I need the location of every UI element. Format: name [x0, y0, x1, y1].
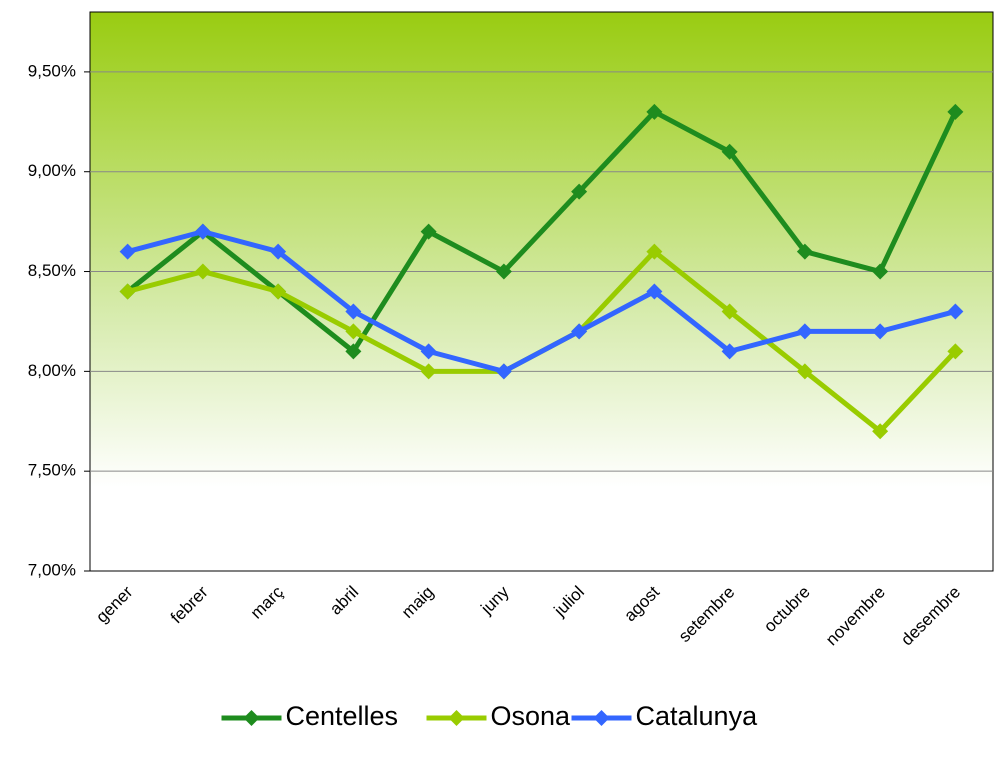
- marker: [345, 343, 362, 360]
- marker: [119, 283, 136, 300]
- marker: [270, 243, 287, 260]
- y-tick-label: 9,50%: [28, 61, 76, 80]
- y-tick-label: 7,50%: [28, 461, 76, 480]
- legend-marker: [243, 710, 260, 726]
- marker: [571, 183, 588, 200]
- marker: [646, 283, 663, 300]
- x-tick-label: agost: [620, 582, 663, 625]
- marker: [947, 303, 964, 320]
- y-tick-label: 8,00%: [28, 361, 76, 380]
- marker: [571, 323, 588, 340]
- marker: [345, 303, 362, 320]
- legend-marker: [593, 710, 610, 726]
- legend-label: Catalunya: [636, 701, 759, 731]
- marker: [796, 323, 813, 340]
- marker: [119, 243, 136, 260]
- x-tick-label: febrer: [167, 582, 212, 627]
- legend-marker: [448, 710, 465, 726]
- x-tick-label: maig: [398, 582, 437, 621]
- x-tick-label: gener: [92, 582, 136, 626]
- marker: [796, 363, 813, 380]
- x-tick-label: octubre: [760, 582, 814, 636]
- x-tick-label: novembre: [822, 582, 889, 649]
- plot-area: [89, 11, 994, 572]
- marker: [495, 363, 512, 380]
- marker: [872, 263, 889, 280]
- series-line: [126, 109, 958, 354]
- marker: [872, 323, 889, 340]
- marker: [721, 343, 738, 360]
- x-tick-label: setembre: [675, 582, 739, 646]
- marker: [872, 423, 889, 440]
- marker: [420, 363, 437, 380]
- x-tick-label: desembre: [897, 582, 964, 649]
- series-line: [126, 229, 957, 374]
- marker: [345, 323, 362, 340]
- marker: [495, 263, 512, 280]
- marker: [646, 103, 663, 120]
- y-tick-label: 7,00%: [28, 560, 76, 579]
- marker: [721, 143, 738, 160]
- marker: [270, 283, 287, 300]
- y-tick-label: 9,00%: [28, 161, 76, 180]
- x-tick-label: juny: [477, 582, 514, 619]
- marker: [194, 223, 211, 240]
- x-tick-label: abril: [326, 582, 362, 618]
- marker: [420, 223, 437, 240]
- marker: [947, 103, 964, 120]
- legend-label: Centelles: [286, 701, 399, 731]
- marker: [194, 263, 211, 280]
- x-tick-label: març: [247, 582, 288, 623]
- x-tick-label: juliol: [550, 582, 588, 620]
- legend-label: Osona: [491, 701, 572, 731]
- marker: [646, 243, 663, 260]
- marker: [796, 243, 813, 260]
- marker: [947, 343, 964, 360]
- marker: [721, 303, 738, 320]
- marker: [420, 343, 437, 360]
- y-tick-label: 8,50%: [28, 261, 76, 280]
